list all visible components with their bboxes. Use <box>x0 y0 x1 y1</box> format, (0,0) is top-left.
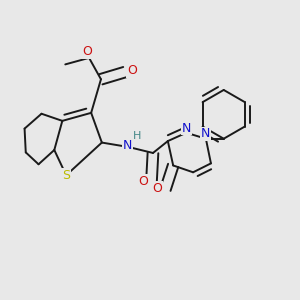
Text: O: O <box>138 175 148 188</box>
Text: S: S <box>62 169 70 182</box>
Text: O: O <box>152 182 162 195</box>
Text: N: N <box>122 139 132 152</box>
Text: H: H <box>133 131 141 141</box>
Text: N: N <box>201 128 211 140</box>
Text: O: O <box>82 45 92 58</box>
Text: O: O <box>127 64 137 77</box>
Text: N: N <box>182 122 191 134</box>
